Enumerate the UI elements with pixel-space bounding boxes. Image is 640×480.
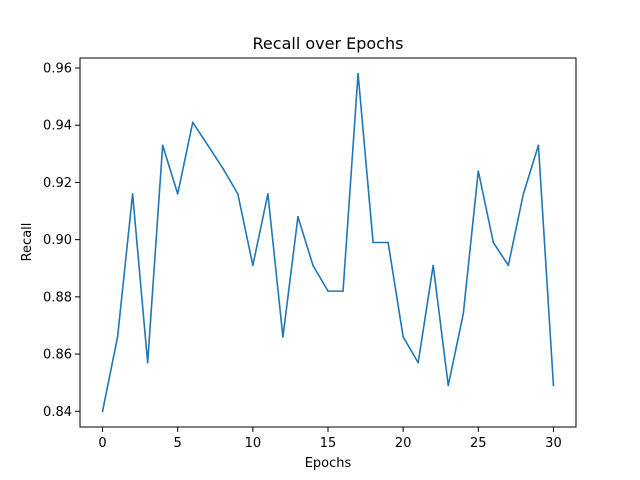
recall-data-point (402, 336, 404, 338)
x-tick-label: 5 (174, 436, 182, 451)
axis-ticks: 0 5 10 15 20 25 30 0.84 0.86 0.88 0.90 0.92 0.94 0.96 (43, 62, 562, 451)
x-axis-label: Epochs (305, 456, 352, 471)
x-tick-label: 25 (470, 436, 487, 451)
recall-data-point (372, 241, 374, 244)
x-tick-label: 15 (320, 436, 337, 451)
recall-data-point (101, 410, 104, 413)
recall-data-point (537, 144, 540, 147)
x-tick-label: 30 (545, 436, 562, 451)
axes-frame (79, 57, 577, 428)
recall-data-point (191, 121, 194, 124)
y-tick-label: 0.84 (43, 405, 72, 420)
recall-data-point (387, 241, 389, 244)
recall-data-point (297, 215, 299, 218)
recall-data-point (282, 336, 284, 338)
y-tick-label: 0.96 (43, 62, 72, 77)
recall-data-point (176, 193, 179, 195)
recall-data-point (417, 361, 419, 364)
recall-data-point (462, 313, 465, 315)
recall-data-point (522, 193, 525, 195)
recall-data-point (357, 72, 359, 75)
chart-title: Recall over Epochs (253, 34, 404, 53)
recall-data-point (237, 193, 239, 195)
recall-data-point (447, 384, 450, 387)
recall-data-point (552, 384, 555, 387)
y-axis-label: Recall (20, 223, 35, 262)
recall-data-point (161, 144, 164, 147)
recall-data-point (146, 361, 149, 364)
y-tick-label: 0.88 (43, 290, 72, 305)
y-tick-label: 0.86 (43, 348, 72, 363)
y-tick-label: 0.94 (43, 119, 72, 134)
y-tick-label: 0.90 (43, 233, 72, 248)
x-tick-label: 0 (98, 436, 106, 451)
recall-data-point (131, 193, 134, 195)
recall-data-point (492, 241, 495, 244)
recall-data-point (327, 290, 329, 292)
recall-data-point (221, 167, 224, 169)
recall-data-point (342, 290, 344, 292)
recall-data-point (507, 264, 510, 267)
recall-data-point (116, 336, 119, 338)
recall-data-point (477, 170, 480, 172)
recall-data-point (206, 144, 209, 147)
plot-area (101, 72, 555, 413)
recall-data-point (312, 264, 314, 267)
recall-data-point (432, 264, 435, 267)
x-tick-label: 10 (245, 436, 262, 451)
recall-data-point (252, 264, 254, 267)
y-tick-label: 0.92 (43, 176, 72, 191)
x-tick-label: 20 (395, 436, 412, 451)
recall-data-point (267, 193, 269, 195)
